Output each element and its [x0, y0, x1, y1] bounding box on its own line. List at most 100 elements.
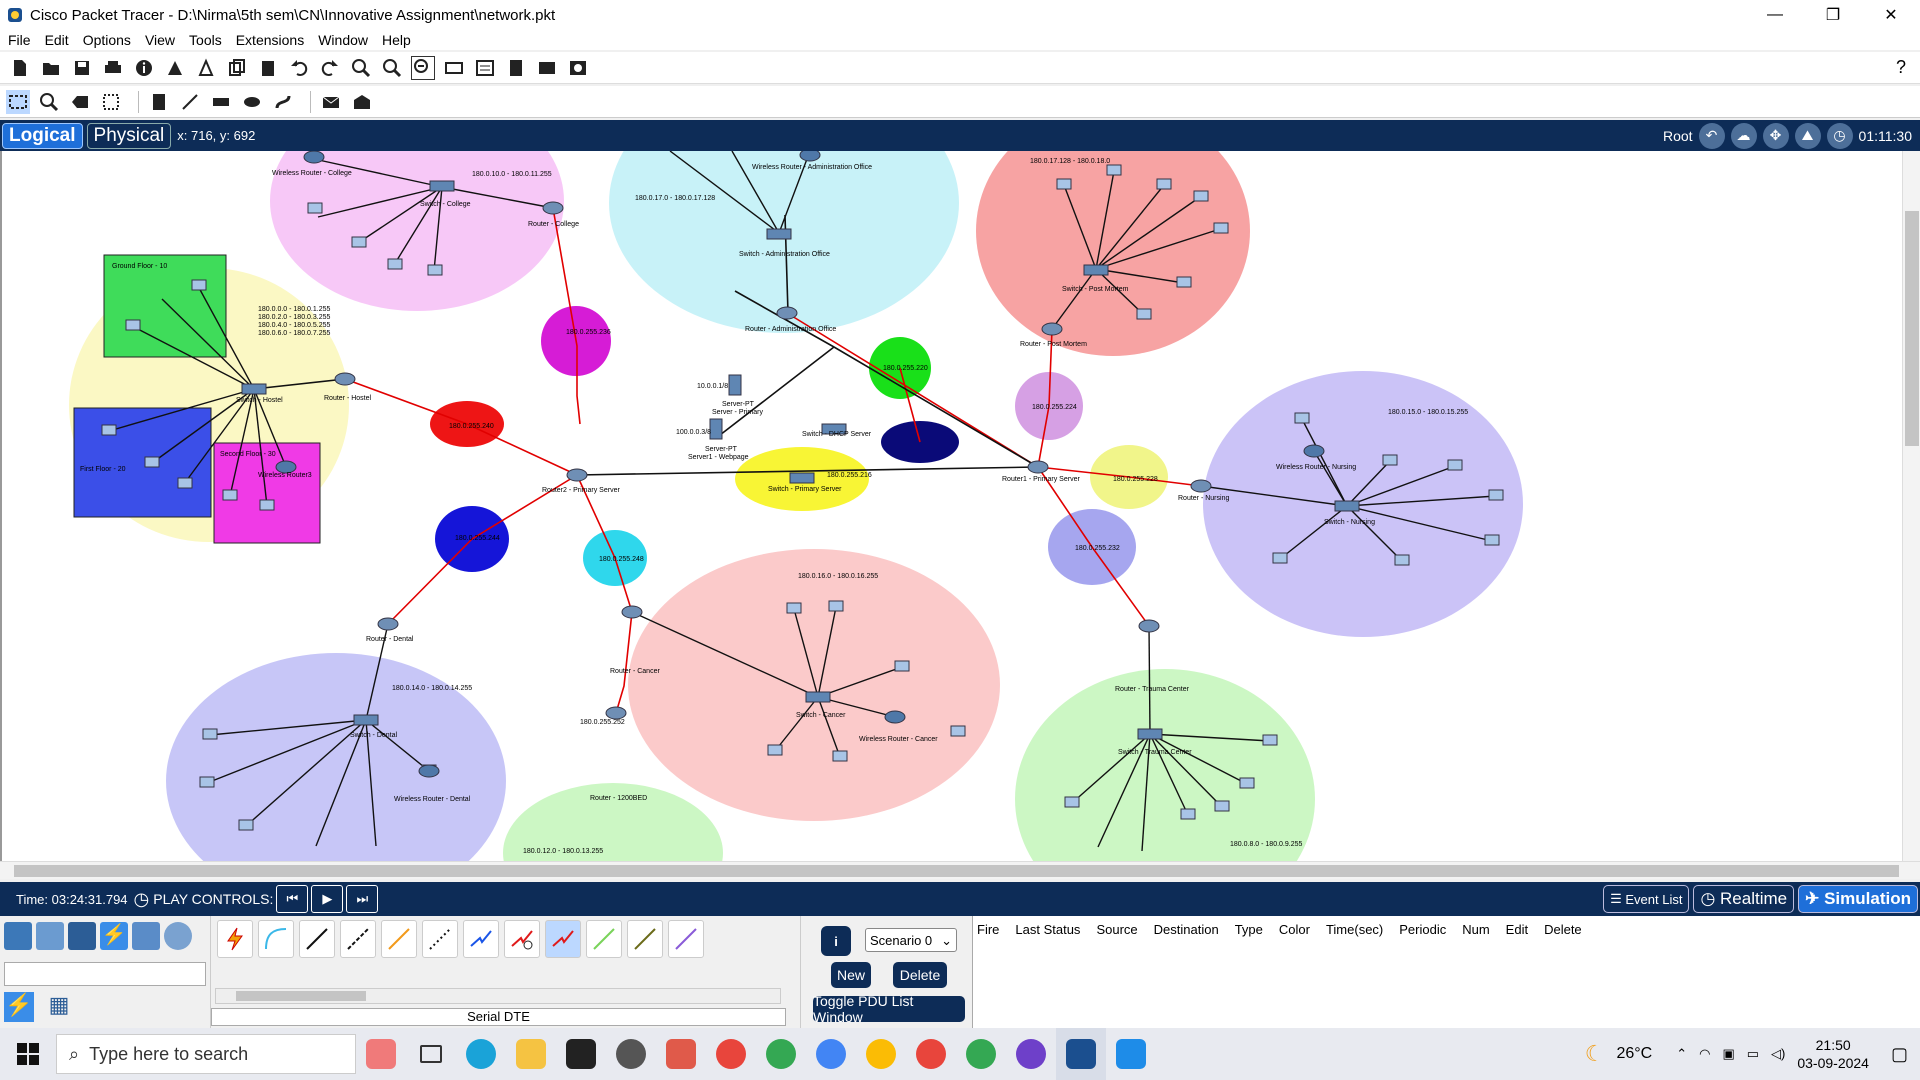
close-button[interactable]: ✕: [1884, 7, 1898, 24]
battery-icon[interactable]: ▭: [1746, 1046, 1760, 1061]
terminal-icon[interactable]: [556, 1028, 606, 1080]
coaxial-icon[interactable]: [463, 920, 499, 958]
draw-line-icon[interactable]: [178, 90, 202, 114]
packet-tracer-taskbar-icon[interactable]: [1056, 1028, 1106, 1080]
place-note-icon[interactable]: [147, 90, 171, 114]
misc-icon[interactable]: [132, 922, 160, 950]
menu-edit[interactable]: Edit: [44, 32, 69, 48]
simulation-mode-button[interactable]: ✈ Simulation: [1798, 885, 1918, 913]
chrome-profile-icon[interactable]: [856, 1028, 906, 1080]
freeform-icon[interactable]: [271, 90, 295, 114]
github-desktop-icon[interactable]: [1006, 1028, 1056, 1080]
vertical-scroll-thumb[interactable]: [1905, 211, 1919, 446]
usb-cable-icon[interactable]: [668, 920, 704, 958]
open-folder-icon[interactable]: [39, 56, 63, 80]
logical-workspace[interactable]: 180.0.10.0 - 180.0.11.255 180.0.17.0 - 1…: [0, 151, 1920, 861]
menu-options[interactable]: Options: [82, 32, 131, 48]
help-icon[interactable]: ?: [1895, 57, 1906, 77]
menu-view[interactable]: View: [144, 32, 176, 48]
settings-icon[interactable]: [606, 1028, 656, 1080]
viewport-icon[interactable]: ✥: [1762, 122, 1789, 149]
web-view-icon[interactable]: [566, 56, 590, 80]
activity-wizard-icon[interactable]: [194, 56, 218, 80]
paste-icon[interactable]: [256, 56, 280, 80]
edge-icon[interactable]: [456, 1028, 506, 1080]
components-icon[interactable]: [68, 922, 96, 950]
connection-scrollbar[interactable]: [215, 988, 781, 1004]
chrome-icon[interactable]: [706, 1028, 756, 1080]
tab-logical[interactable]: Logical: [2, 122, 83, 149]
inspect-icon[interactable]: [37, 90, 61, 114]
wifi-icon[interactable]: ◠: [1699, 1046, 1711, 1061]
draw-rectangle-icon[interactable]: [209, 90, 233, 114]
network-wizard-icon[interactable]: [163, 56, 187, 80]
menu-window[interactable]: Window: [318, 32, 368, 48]
taskbar-clock[interactable]: 21:50 03-09-2024: [1797, 1036, 1869, 1072]
notes-icon[interactable]: [504, 56, 528, 80]
fiber-icon[interactable]: [381, 920, 417, 958]
task-view-icon[interactable]: [406, 1028, 456, 1080]
redo-icon[interactable]: [318, 56, 342, 80]
chrome-profile-icon[interactable]: [806, 1028, 856, 1080]
timer-icon[interactable]: ◷: [133, 888, 150, 909]
search-highlight-icon[interactable]: [356, 1028, 406, 1080]
menu-tools[interactable]: Tools: [189, 32, 222, 48]
notifications-icon[interactable]: ▢: [1890, 1043, 1908, 1064]
volume-icon[interactable]: ◁): [1771, 1046, 1786, 1061]
info-icon[interactable]: i: [821, 926, 851, 956]
menu-extensions[interactable]: Extensions: [235, 32, 305, 48]
connection-scroll-thumb[interactable]: [236, 991, 366, 1001]
phone-cable-icon[interactable]: [422, 920, 458, 958]
zoom-reset-icon[interactable]: [380, 56, 404, 80]
serial-dte-icon[interactable]: [545, 920, 581, 958]
windows-start-icon[interactable]: [0, 1028, 56, 1080]
tab-physical[interactable]: Physical: [86, 122, 172, 149]
environment-icon[interactable]: ⛰: [1794, 122, 1821, 149]
connections-icon[interactable]: ⚡: [100, 922, 128, 950]
weather-icon[interactable]: ☾: [1584, 1041, 1605, 1066]
cloud-icon[interactable]: ☁: [1730, 122, 1757, 149]
zoom-out-icon[interactable]: [411, 55, 435, 80]
custom-devices-icon[interactable]: [473, 56, 497, 80]
sync-icon[interactable]: ▣: [1722, 1046, 1735, 1061]
horizontal-scroll-thumb[interactable]: [14, 865, 1899, 877]
new-file-icon[interactable]: [8, 56, 32, 80]
serial-dce-icon[interactable]: [504, 920, 540, 958]
menu-file[interactable]: File: [8, 32, 31, 48]
end-devices-icon[interactable]: [36, 922, 64, 950]
console-cable-icon[interactable]: [258, 920, 294, 958]
copper-straight-icon[interactable]: [299, 920, 335, 958]
back-icon[interactable]: ↶: [1698, 122, 1725, 149]
network-devices-icon[interactable]: [4, 922, 32, 950]
chrome-profile-icon[interactable]: [906, 1028, 956, 1080]
drawing-palette-icon[interactable]: [442, 56, 466, 80]
iot-cable-icon[interactable]: [627, 920, 663, 958]
menu-help[interactable]: Help: [382, 32, 411, 48]
copy-icon[interactable]: [225, 56, 249, 80]
ipc-icon[interactable]: [535, 56, 559, 80]
octal-cable-icon[interactable]: [586, 920, 622, 958]
chevron-up-icon[interactable]: ⌃: [1676, 1046, 1688, 1061]
vscode-icon[interactable]: [1106, 1028, 1156, 1080]
notepad-icon[interactable]: [656, 1028, 706, 1080]
horizontal-scrollbar[interactable]: [0, 861, 1920, 879]
realtime-mode-button[interactable]: ◷ Realtime: [1693, 885, 1795, 913]
select-icon[interactable]: [6, 89, 30, 114]
step-forward-button[interactable]: ⏭: [346, 885, 379, 913]
new-scenario-button[interactable]: New: [831, 962, 871, 988]
vertical-scrollbar[interactable]: [1902, 151, 1920, 861]
undo-icon[interactable]: [287, 56, 311, 80]
scenario-select[interactable]: Scenario 0 ⌄: [865, 928, 957, 952]
file-explorer-icon[interactable]: [506, 1028, 556, 1080]
delete-tool-icon[interactable]: [68, 90, 92, 114]
chrome-profile-icon[interactable]: [756, 1028, 806, 1080]
chrome-profile-icon[interactable]: [956, 1028, 1006, 1080]
draw-ellipse-icon[interactable]: [240, 90, 264, 114]
device-search-input[interactable]: [4, 962, 206, 986]
toggle-pdu-list-button[interactable]: Toggle PDU List Window: [813, 993, 965, 1025]
minimize-button[interactable]: —: [1767, 6, 1783, 23]
multiuser-icon[interactable]: [164, 922, 192, 950]
play-button[interactable]: ▶: [311, 885, 344, 913]
grid-icon[interactable]: ▦: [48, 992, 70, 1017]
copper-cross-icon[interactable]: [340, 920, 376, 958]
